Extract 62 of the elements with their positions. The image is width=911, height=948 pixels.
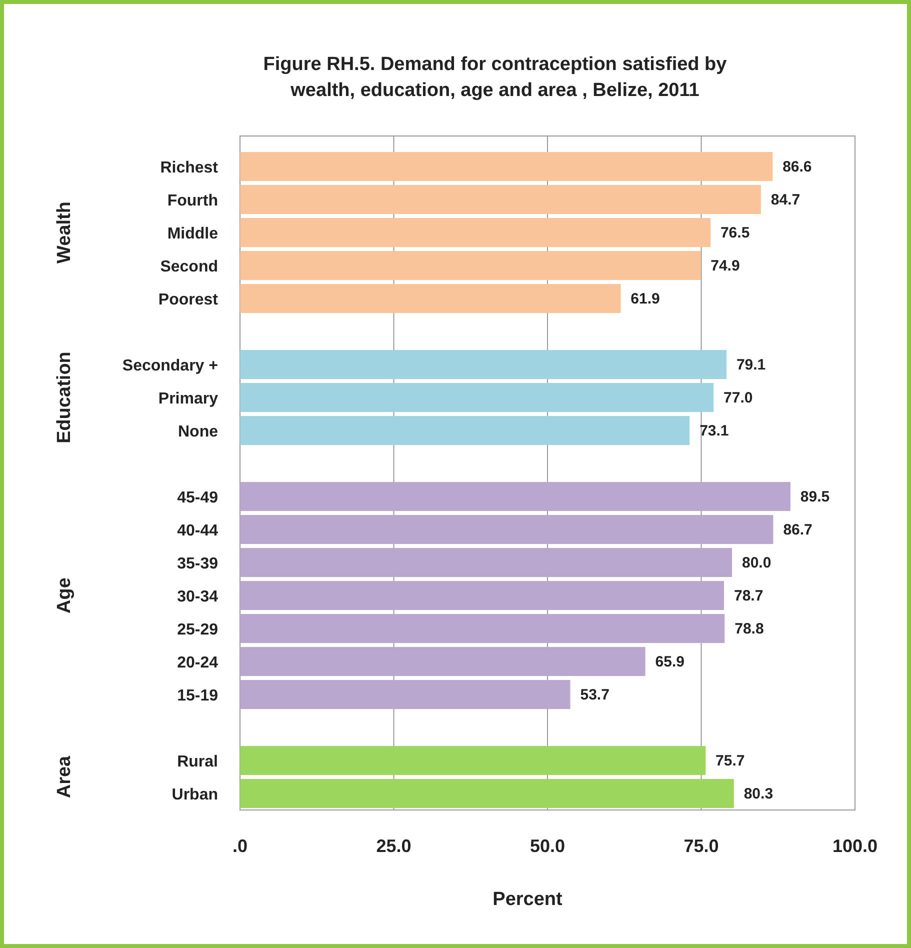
y-tick-label: Secondary + xyxy=(122,358,218,374)
bar xyxy=(240,416,690,446)
y-tick-label: 20-24 xyxy=(177,654,218,672)
x-tick-label: .0 xyxy=(232,836,248,856)
data-label: 61.9 xyxy=(630,290,660,308)
text: Age xyxy=(54,578,75,614)
y-tick-label: Poorest xyxy=(158,292,219,308)
x-tick-label: 50.0 xyxy=(530,836,566,856)
bar xyxy=(240,218,710,248)
y-tick-label: None xyxy=(178,424,218,440)
bar xyxy=(240,152,773,182)
y-tick-label: 30-34 xyxy=(177,588,218,606)
data-label: 79.1 xyxy=(736,356,766,374)
data-label: 74.9 xyxy=(710,258,740,274)
data-label: 89.5 xyxy=(800,488,830,506)
bar xyxy=(240,284,621,314)
bar xyxy=(240,548,732,578)
data-label: 78.7 xyxy=(734,588,764,604)
bar xyxy=(240,250,701,280)
x-tick-label: 25.0 xyxy=(376,836,412,856)
y-tick-label: Second xyxy=(160,258,218,276)
data-label: 80.3 xyxy=(744,786,774,802)
y-tick-label: Primary xyxy=(158,390,218,408)
x-tick-label: 75.0 xyxy=(684,836,719,856)
data-label: 73.1 xyxy=(700,422,729,440)
data-label: 86.7 xyxy=(783,522,812,538)
x-axis-title: Percent xyxy=(492,889,564,910)
bar xyxy=(240,382,714,412)
data-label: 75.7 xyxy=(716,752,745,770)
bar xyxy=(240,646,646,676)
bar xyxy=(240,482,790,512)
data-label: 84.7 xyxy=(770,192,800,208)
y-tick-label: Rural xyxy=(177,754,218,770)
y-tick-label: 15-19 xyxy=(177,688,218,704)
bar xyxy=(240,746,706,776)
bar xyxy=(240,184,761,214)
bar xyxy=(240,680,570,710)
y-tick-label: Middle xyxy=(167,226,218,242)
text: Wealth xyxy=(54,202,75,264)
data-label: 53.7 xyxy=(580,686,610,704)
data-label: 78.8 xyxy=(734,620,764,638)
text: Education xyxy=(54,352,75,444)
y-tick-label: Richest xyxy=(160,160,219,176)
data-label: 76.5 xyxy=(720,224,750,242)
bar xyxy=(240,514,774,544)
y-tick-label: 25-29 xyxy=(177,622,218,638)
text: Area xyxy=(54,755,75,798)
x-tick-label: 100.0 xyxy=(832,836,878,856)
y-tick-label: Fourth xyxy=(167,192,218,210)
data-label: 77.0 xyxy=(724,390,753,406)
y-tick-label: 35-39 xyxy=(177,556,218,572)
bar xyxy=(240,778,734,808)
bar xyxy=(240,580,724,610)
y-tick-label: 40-44 xyxy=(177,522,218,540)
chart-title: Figure RH.5. Demand for contraception satisfied by wealth, education, age and area , Belize, 2011 xyxy=(263,54,728,101)
y-tick-label: 45-49 xyxy=(177,490,218,506)
data-label: 80.0 xyxy=(742,554,772,572)
bar xyxy=(240,350,726,380)
y-tick-label: Urban xyxy=(172,786,218,804)
data-label: 65.9 xyxy=(655,654,684,670)
data-label: 86.6 xyxy=(782,158,812,176)
bar xyxy=(240,614,725,644)
